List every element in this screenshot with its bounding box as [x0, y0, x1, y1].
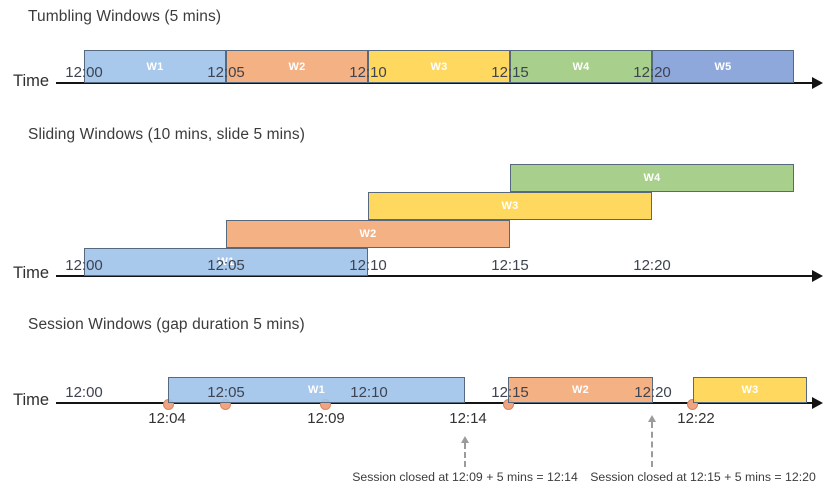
tumbling-window-label: W1 — [146, 60, 164, 73]
session-tick-label: 12:00 — [65, 384, 103, 401]
session-tick-label: 12:15 — [491, 384, 529, 401]
tumbling-tick-label: 12:10 — [349, 64, 387, 81]
session-close-arrow-head-icon — [648, 415, 656, 422]
tumbling-window-label: W5 — [714, 60, 732, 73]
sliding-tick-label: 12:15 — [491, 257, 529, 274]
session-event-time-label: 12:14 — [449, 410, 487, 427]
tumbling-window-w5: W5 — [652, 50, 794, 83]
tumbling-tick-label: 12:00 — [65, 64, 103, 81]
sliding-tick-label: 12:10 — [349, 257, 387, 274]
session-section-title: Session Windows (gap duration 5 mins) — [28, 316, 305, 333]
session-window-w3: W3 — [693, 377, 807, 403]
session-tick-label: 12:10 — [350, 384, 388, 401]
sliding-window-w3: W3 — [368, 192, 652, 220]
sliding-time-axis-label: Time — [13, 264, 50, 282]
tumbling-window-label: W4 — [572, 60, 590, 73]
sliding-window-label: W4 — [643, 172, 661, 184]
tumbling-window-w3: W3 — [368, 50, 510, 83]
sliding-window-w1: W1 — [84, 248, 368, 276]
tumbling-tick-label: 12:05 — [207, 64, 245, 81]
session-close-annotation: Session closed at 12:15 + 5 mins = 12:20 — [590, 470, 816, 484]
session-window-label: W3 — [741, 384, 759, 396]
session-event-time-label: 12:22 — [677, 410, 715, 427]
tumbling-tick-label: 12:20 — [633, 64, 671, 81]
tumbling-time-axis — [56, 82, 812, 84]
session-close-annotation: Session closed at 12:09 + 5 mins = 12:14 — [352, 470, 578, 484]
session-tick-label: 12:20 — [634, 384, 672, 401]
session-window-label: W2 — [571, 384, 590, 396]
sliding-window-label: W2 — [359, 228, 377, 240]
session-tick-label: 12:05 — [207, 384, 245, 401]
sliding-axis-arrowhead-icon — [812, 270, 823, 282]
session-window-label: W1 — [307, 384, 326, 396]
session-time-axis-label: Time — [13, 391, 50, 409]
session-window-w2: W2 — [508, 377, 653, 403]
sliding-window-label: W1 — [217, 256, 235, 268]
tumbling-window-label: W3 — [430, 60, 448, 73]
tumbling-window-w1: W1 — [84, 50, 226, 83]
session-close-arrow-stem — [464, 443, 466, 467]
tumbling-axis-arrowhead-icon — [812, 77, 823, 89]
tumbling-window-label: W2 — [288, 60, 306, 73]
sliding-tick-label: 12:00 — [65, 257, 103, 274]
sliding-window-w2: W2 — [226, 220, 510, 248]
tumbling-section-title: Tumbling Windows (5 mins) — [28, 8, 222, 25]
sliding-tick-label: 12:20 — [633, 257, 671, 274]
tumbling-window-w2: W2 — [226, 50, 368, 83]
session-close-arrow-stem — [651, 422, 653, 467]
session-window-w1: W1 — [168, 377, 465, 403]
sliding-window-label: W3 — [501, 200, 519, 212]
sliding-section-title: Sliding Windows (10 mins, slide 5 mins) — [28, 126, 305, 143]
session-event-time-label: 12:04 — [148, 410, 186, 427]
sliding-window-w4: W4 — [510, 164, 794, 192]
session-event-time-label: 12:09 — [307, 410, 345, 427]
sliding-time-axis — [56, 275, 812, 277]
sliding-tick-label: 12:05 — [207, 257, 245, 274]
tumbling-tick-label: 12:15 — [491, 64, 529, 81]
tumbling-time-axis-label: Time — [13, 72, 50, 90]
tumbling-window-w4: W4 — [510, 50, 652, 83]
session-event-dot — [686, 398, 698, 410]
session-axis-arrowhead-icon — [812, 397, 823, 409]
session-close-arrow-head-icon — [461, 436, 469, 443]
session-time-axis — [56, 402, 812, 404]
